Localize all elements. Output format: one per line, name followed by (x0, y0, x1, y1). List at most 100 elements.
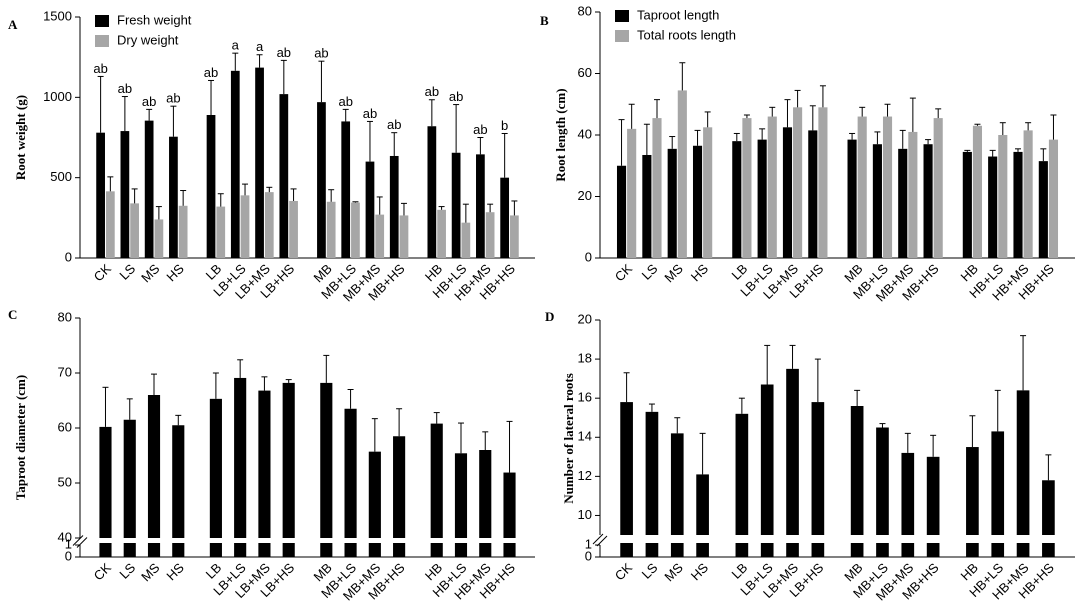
bar-base (479, 543, 492, 557)
bar-base (99, 543, 112, 557)
bar (368, 451, 381, 538)
bar (811, 402, 825, 535)
bar (998, 135, 1008, 258)
bar-base (645, 543, 659, 557)
bar (926, 456, 940, 535)
bar-base (966, 543, 979, 557)
bar (670, 433, 684, 535)
y-tick-label: 12 (578, 468, 592, 483)
bar (857, 116, 867, 258)
bar (808, 130, 818, 258)
legend-label: Total roots length (637, 27, 736, 42)
axis-break (596, 535, 608, 547)
bar (240, 195, 250, 258)
bar-base (850, 543, 864, 557)
bar-base (620, 543, 633, 557)
bar-base (876, 543, 889, 557)
bar (326, 201, 336, 258)
bar-base (368, 543, 381, 557)
bar-base (393, 543, 406, 557)
bar (988, 156, 998, 258)
bar (430, 423, 443, 538)
significance-letter: a (232, 38, 240, 53)
bar (437, 209, 446, 258)
bar (461, 222, 471, 258)
bar (667, 148, 677, 258)
panel-letter: C (8, 307, 17, 322)
bar-base (147, 543, 161, 557)
bar (898, 148, 908, 258)
legend-label: Dry weight (117, 32, 179, 47)
x-tick-label: CK (91, 560, 115, 584)
bar (105, 191, 115, 258)
bar (972, 125, 983, 259)
x-tick-label: HS (163, 560, 187, 584)
bar (901, 452, 915, 535)
bar (178, 205, 188, 258)
bar-base (991, 543, 1005, 557)
legend-swatch (615, 10, 629, 22)
bar (847, 139, 857, 258)
y-tick-label: 60 (578, 65, 592, 80)
y-tick-label: 80 (58, 309, 72, 324)
bar (627, 128, 637, 258)
bar-base (786, 543, 799, 557)
panel-letter: B (540, 13, 549, 28)
axis-break (592, 533, 604, 545)
bar (317, 102, 326, 258)
bar (216, 206, 226, 258)
x-tick-label: MS (661, 261, 686, 286)
bar (96, 132, 105, 258)
y-tick-label: 10 (578, 507, 592, 522)
y-tick-label: 1000 (43, 89, 72, 104)
bar (616, 165, 627, 258)
significance-letter: ab (387, 117, 401, 132)
bar (144, 120, 154, 258)
bar (933, 118, 943, 259)
y-axis-title: Number of lateral roots (561, 373, 576, 504)
bar-base (282, 543, 295, 557)
bar (485, 212, 495, 258)
y-tick-label: 14 (578, 429, 592, 444)
bar (1048, 139, 1059, 258)
bar (786, 368, 799, 535)
y-tick-label: 0 (65, 548, 72, 563)
x-tick-label: CK (612, 560, 636, 584)
y-tick-label: 40 (578, 126, 592, 141)
significance-letter: ab (425, 84, 439, 99)
significance-letter: ab (93, 61, 107, 76)
x-tick-label: HS (163, 261, 187, 285)
bar-base (209, 543, 222, 557)
significance-letter: ab (363, 106, 377, 121)
significance-letter: ab (277, 45, 291, 60)
y-tick-label: 1500 (43, 8, 72, 23)
bar-base (1016, 543, 1030, 557)
x-tick-label: LS (639, 560, 661, 582)
significance-letter: ab (204, 65, 218, 80)
bar (454, 453, 468, 538)
bar-base (1042, 543, 1055, 557)
bar (1042, 480, 1055, 535)
significance-letter: ab (166, 91, 180, 106)
bar (320, 382, 333, 538)
bar (966, 447, 979, 535)
bar (923, 144, 933, 258)
bar (620, 402, 633, 535)
y-tick-label: 40 (58, 529, 72, 544)
bar (282, 382, 295, 538)
bar-base (430, 543, 443, 557)
bar (1013, 151, 1023, 258)
bar-base (344, 543, 357, 557)
bar-base (735, 543, 749, 557)
y-tick-label: 0 (65, 249, 72, 264)
bar (120, 131, 130, 258)
y-tick-label: 20 (578, 188, 592, 203)
bar (882, 116, 893, 258)
bar (341, 121, 351, 258)
bar-base (172, 543, 185, 557)
legend-swatch (95, 35, 109, 47)
y-tick-label: 0 (585, 548, 592, 563)
bar-base (670, 543, 684, 557)
significance-letter: ab (338, 94, 352, 109)
